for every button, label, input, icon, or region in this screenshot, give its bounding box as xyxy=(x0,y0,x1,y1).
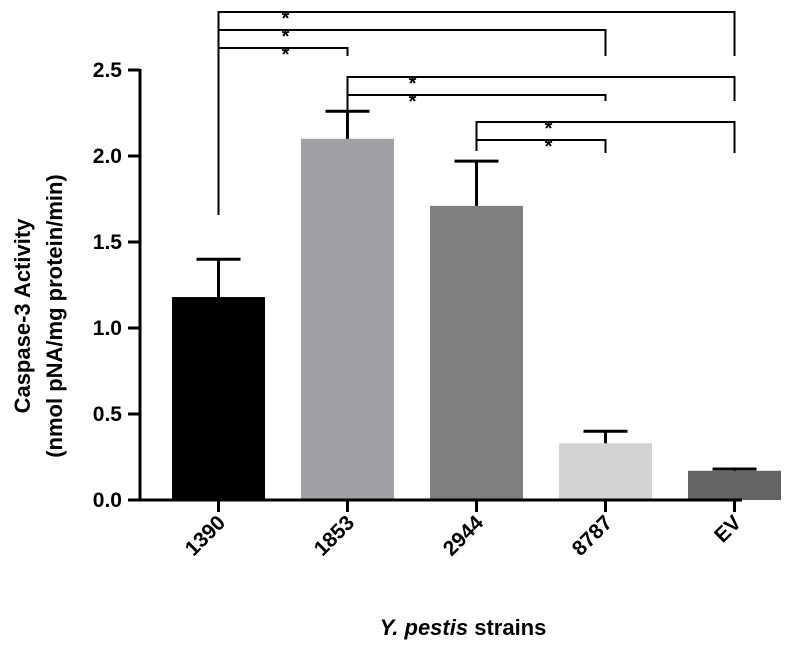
y-axis-label-line2: (nmol pNA/mg protein/min) xyxy=(42,174,67,458)
significance-brackets: ******* xyxy=(217,8,736,215)
bar-EV xyxy=(688,470,781,500)
bracket-2944-8787 xyxy=(475,139,607,153)
significance-star-1390-EV: * xyxy=(282,8,290,30)
significance-star-2944-EV: * xyxy=(545,118,553,140)
x-axis: 1390 1853 2944 8787 EV xyxy=(138,498,746,561)
x-tick-label-EV: EV xyxy=(710,511,746,547)
x-tick-label-2944: 2944 xyxy=(439,511,489,561)
x-tick-label-1390: 1390 xyxy=(181,511,230,560)
y-axis: 0.0 0.5 1.0 1.5 2.0 2.5 xyxy=(93,59,142,512)
significance-star-2944-8787: * xyxy=(545,136,553,158)
bracket-1853-8787 xyxy=(346,94,607,123)
bracket-2944-EV xyxy=(475,121,736,153)
x-axis-label-rest: strains xyxy=(468,615,546,640)
bar-1390 xyxy=(172,297,265,500)
y-tick-label-1: 0.5 xyxy=(93,403,123,426)
bar-8787 xyxy=(559,443,652,500)
x-axis-label-italic: Y. pestis xyxy=(380,615,468,640)
bracket-1853-EV xyxy=(346,76,736,123)
y-axis-label-line1: Caspase-3 Activity xyxy=(10,218,35,414)
y-tick-label-5: 2.5 xyxy=(93,59,123,82)
bar-2944 xyxy=(430,205,523,500)
significance-star-1390-1853: * xyxy=(282,44,290,66)
bar-1853 xyxy=(301,138,394,501)
significance-star-1853-8787: * xyxy=(409,91,417,113)
bracket-1390-1853 xyxy=(217,47,349,215)
significance-star-1390-8787: * xyxy=(282,26,290,48)
x-axis-label: Y. pestis strains xyxy=(380,615,547,640)
y-tick-label-2: 1.0 xyxy=(93,317,122,340)
bars xyxy=(172,109,781,501)
x-tick-label-1853: 1853 xyxy=(310,511,359,560)
x-tick-label-8787: 8787 xyxy=(568,511,617,560)
significance-star-1853-EV: * xyxy=(409,73,417,95)
y-tick-label-4: 2.0 xyxy=(93,145,122,168)
y-tick-label-0: 0.0 xyxy=(93,489,122,512)
y-tick-label-3: 1.5 xyxy=(93,231,123,254)
